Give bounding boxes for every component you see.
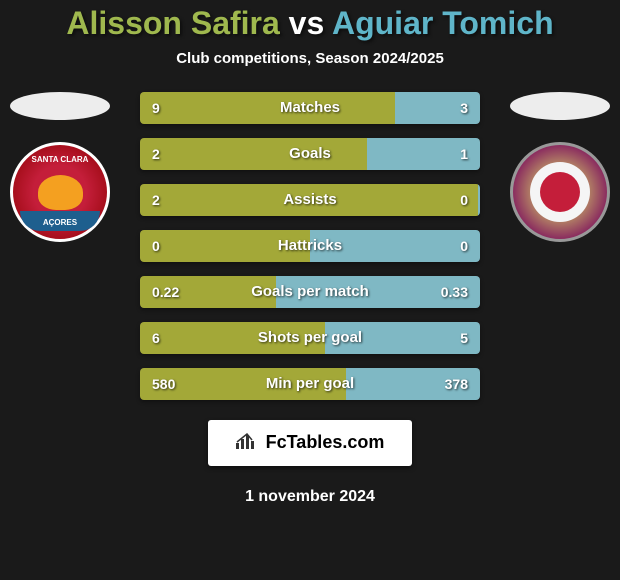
stat-row: 9Matches3 <box>140 92 480 124</box>
crest-right-inner <box>540 172 580 212</box>
stats-panel: 9Matches32Goals12Assists00Hattricks00.22… <box>140 92 480 400</box>
chart-icon <box>236 433 256 454</box>
stat-label: Min per goal <box>140 368 480 400</box>
stat-label: Assists <box>140 184 480 216</box>
eagle-icon <box>38 175 83 210</box>
crest-right <box>510 142 610 242</box>
main-content: SANTA CLARA AÇORES 9Matches3 2Goals1 2Assi… <box>0 92 620 400</box>
oval-right <box>510 92 610 120</box>
fctables-brand: FcTables.com <box>208 420 413 466</box>
stat-label: Shots per goal <box>140 322 480 354</box>
header-title: Alisson Safira vs Aguiar Tomich <box>0 5 620 42</box>
stat-row: 2Goals1 <box>140 138 480 170</box>
crest-left-top-text: SANTA CLARA <box>13 155 107 164</box>
stat-value-right: 0 <box>460 230 468 262</box>
stat-label: Goals <box>140 138 480 170</box>
team-badge-left: SANTA CLARA AÇORES <box>10 92 110 242</box>
stat-value-right: 1 <box>460 138 468 170</box>
stat-row: 2Assists0 <box>140 184 480 216</box>
team-badge-right <box>510 92 610 242</box>
stat-value-right: 5 <box>460 322 468 354</box>
crest-left: SANTA CLARA AÇORES <box>10 142 110 242</box>
stat-value-right: 0.33 <box>441 276 468 308</box>
footer-date: 1 november 2024 <box>0 488 620 506</box>
stat-value-right: 0 <box>460 184 468 216</box>
stat-row: 0.22Goals per match0.33 <box>140 276 480 308</box>
footer: FcTables.com 1 november 2024 <box>0 420 620 506</box>
subtitle: Club competitions, Season 2024/2025 <box>0 50 620 67</box>
oval-left <box>10 92 110 120</box>
vs-text: vs <box>289 5 325 41</box>
player2-name: Aguiar Tomich <box>332 5 554 41</box>
stat-label: Goals per match <box>140 276 480 308</box>
crest-left-bottom-text: AÇORES <box>13 218 107 227</box>
stat-label: Matches <box>140 92 480 124</box>
stat-value-right: 3 <box>460 92 468 124</box>
main-container: Alisson Safira vs Aguiar Tomich Club com… <box>0 0 620 580</box>
player1-name: Alisson Safira <box>66 5 279 41</box>
brand-text: FcTables.com <box>266 432 385 452</box>
stat-row: 6Shots per goal5 <box>140 322 480 354</box>
stat-row: 580Min per goal378 <box>140 368 480 400</box>
stat-value-right: 378 <box>445 368 468 400</box>
stat-label: Hattricks <box>140 230 480 262</box>
stat-row: 0Hattricks0 <box>140 230 480 262</box>
